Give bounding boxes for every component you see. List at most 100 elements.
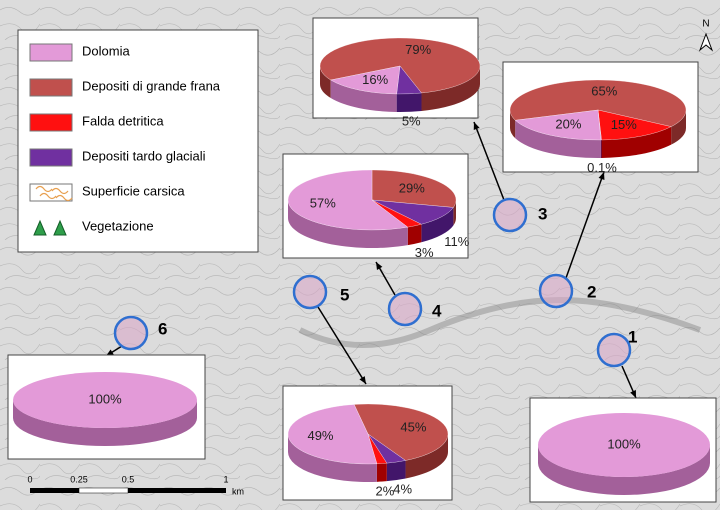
slice-label: 15%: [611, 117, 637, 132]
slice-label: 29%: [399, 180, 425, 195]
arrow-head: [630, 390, 636, 398]
legend-swatch: [29, 183, 73, 202]
pie-slice: [509, 79, 687, 127]
legend-label: Vegetazione: [82, 218, 154, 233]
pie-side: [538, 445, 710, 495]
legend-label: Superficie carsica: [82, 183, 185, 198]
legend-label: Falda detritica: [82, 113, 164, 128]
vegetation-icon: [33, 219, 47, 236]
pie-slice: [353, 403, 449, 461]
north-label: N: [702, 19, 709, 30]
scale-label: 0.25: [70, 474, 88, 484]
site: 4 29% 11% 3% 57%: [282, 153, 470, 327]
site-marker: [113, 315, 149, 351]
slice-label: 3%: [415, 245, 434, 260]
site-marker: [596, 332, 632, 368]
relief: [298, 296, 702, 348]
pie-slice: [371, 169, 457, 208]
legend-label: Depositi di grande frana: [82, 78, 221, 93]
pie-side: [421, 66, 480, 111]
slice-label: 49%: [307, 428, 333, 443]
arrow-head: [376, 262, 383, 270]
site-number: 1: [628, 327, 637, 346]
site-marker: [492, 197, 528, 233]
pie-slice: [287, 169, 409, 231]
karst-icon: [35, 185, 57, 200]
pie-side: [600, 139, 602, 158]
legend-label: Dolomia: [82, 43, 130, 58]
site-arrow: [317, 306, 367, 385]
pie-slice: [538, 413, 710, 477]
pie-side: [421, 207, 454, 243]
legend-swatch: [29, 43, 73, 62]
legend-label: Depositi tardo glaciali: [82, 148, 206, 163]
slice-label: 5%: [402, 113, 421, 128]
pie-side: [13, 400, 197, 446]
arrow-head: [106, 349, 114, 356]
pie-slice: [330, 65, 401, 95]
site-number: 4: [432, 301, 442, 320]
legend: Dolomia Depositi di grande frana Falda det…: [17, 29, 259, 253]
scale-unit: km: [232, 486, 244, 496]
slice-label: 79%: [405, 42, 431, 57]
site: 5 45% 4%2% 49%: [282, 274, 453, 501]
site: 3 79% 5% 16%: [312, 17, 547, 233]
karst-icon: [51, 187, 73, 202]
pie-side: [515, 120, 601, 159]
site-marker: [387, 291, 423, 327]
scale-label: 1: [223, 474, 228, 484]
arrow-head: [473, 122, 480, 130]
site-arrow: [473, 121, 505, 201]
pie-side: [288, 200, 408, 248]
site-arrow: [565, 171, 605, 279]
slice-label: 65%: [591, 84, 617, 99]
pie-slice: [319, 37, 481, 94]
slice-label: 2%: [376, 483, 395, 498]
legend-swatch: [29, 113, 73, 132]
pie-side: [386, 460, 406, 482]
slice-label: 57%: [310, 195, 336, 210]
legend-swatch: [29, 78, 73, 97]
north-arrow: N: [698, 19, 714, 52]
pie-side: [510, 110, 516, 139]
site-marker: [292, 274, 328, 310]
pie-side: [396, 92, 422, 112]
arrow-head: [359, 376, 366, 384]
legend-swatch: [29, 148, 73, 167]
slice-label: 11%: [444, 234, 469, 249]
pie-slice: [13, 372, 197, 428]
pie-side: [407, 224, 422, 246]
slice-label: 100%: [607, 436, 641, 451]
slice-label: 16%: [362, 72, 388, 87]
vegetation-icon: [53, 219, 67, 236]
site-marker: [538, 273, 574, 309]
pie-side: [330, 80, 397, 112]
scale-label: 0.5: [122, 474, 135, 484]
site: 1 100%: [529, 327, 717, 503]
slice-label: 45%: [400, 420, 426, 435]
site-number: 6: [158, 319, 167, 338]
slice-label: 20%: [555, 116, 581, 131]
pie-slice: [287, 404, 378, 465]
slice-label: 100%: [88, 391, 122, 406]
pie-side: [320, 66, 331, 98]
site: 2 65% 15% 0.1% 20%: [502, 61, 699, 309]
slice-label: 0.1%: [587, 160, 617, 175]
site-number: 5: [340, 285, 349, 304]
scale-bar: 0 0.25 0.5 1 km: [27, 474, 244, 496]
legend-box: [17, 29, 259, 253]
pie-side: [453, 200, 456, 226]
slice-label: 4%: [393, 482, 412, 497]
site: 6 100%: [7, 315, 206, 460]
scale-label: 0: [27, 474, 32, 484]
pie-side: [405, 434, 448, 479]
arrow-head: [598, 172, 605, 180]
pie-slice: [514, 109, 602, 141]
pie-slice: [597, 109, 672, 141]
site-number: 3: [538, 204, 547, 223]
pie-side: [601, 126, 672, 158]
pie-side: [376, 463, 387, 482]
pie-side: [288, 434, 377, 483]
site-number: 2: [587, 282, 596, 301]
